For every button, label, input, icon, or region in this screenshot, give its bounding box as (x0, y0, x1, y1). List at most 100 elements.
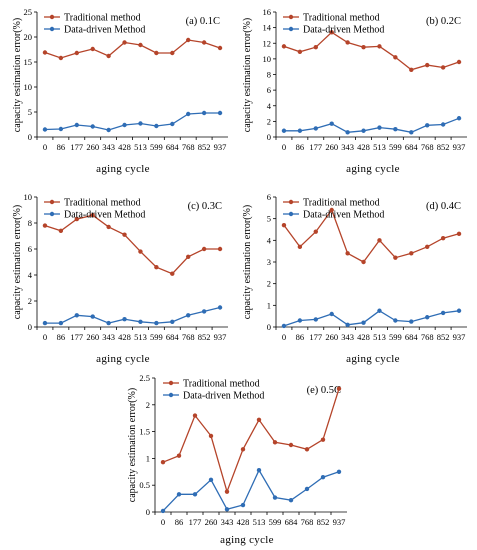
data-point-data-driven (377, 308, 382, 313)
chart-panel-3: 0 2 4 6 8 10 0 86 177 260 343 428 513 599 684 768 852 937… (12, 192, 228, 365)
y-tick-label: 4 (267, 101, 272, 111)
data-point-traditional (224, 489, 230, 494)
x-tick-label: 428 (118, 332, 131, 342)
data-point-traditional (329, 30, 334, 35)
chart-panel-1: 0 5 10 15 20 25 0 86 177 260 343 428 513 599 684 768 852… (12, 7, 228, 175)
x-tick-label: 513 (134, 332, 147, 342)
x-tick-label: 684 (166, 332, 180, 342)
data-point-data-driven (256, 467, 262, 473)
x-tick-label: 177 (309, 142, 322, 152)
data-point-data-driven (186, 111, 191, 117)
data-point-traditional (201, 246, 207, 252)
x-tick-label: 0 (43, 332, 47, 342)
data-point-data-driven (281, 128, 287, 133)
x-tick-label: 768 (182, 142, 195, 152)
data-point-traditional (90, 213, 95, 218)
data-point-traditional (106, 224, 111, 230)
y-tick-label: 1.5 (139, 427, 150, 437)
data-point-data-driven (58, 126, 64, 132)
data-point-traditional (281, 222, 287, 228)
data-point-traditional (256, 417, 262, 423)
data-point-traditional (409, 251, 414, 256)
y-tick-label: 0 (146, 507, 150, 517)
x-tick-label: 513 (373, 142, 386, 152)
data-point-traditional (377, 44, 382, 49)
x-tick-label: 428 (237, 517, 250, 527)
x-tick-label: 177 (309, 332, 322, 342)
data-point-traditional (440, 65, 446, 70)
x-tick-label: 260 (325, 332, 338, 342)
chart-panel-4: 0 1 2 3 4 5 6 0 86 177 260 343 428 513 599 684 768 852 937… (242, 192, 467, 365)
legend-label-data-driven: Data-driven Method (303, 210, 384, 221)
data-point-data-driven (74, 122, 79, 128)
data-point-traditional (217, 246, 223, 252)
y-tick-label: 0 (267, 132, 271, 142)
y-tick-label: 1 (146, 453, 150, 463)
y-tick-label: 14 (263, 23, 272, 33)
legend-marker-data-driven (288, 211, 294, 217)
data-point-traditional (329, 207, 334, 213)
x-tick-label: 768 (421, 142, 434, 152)
y-tick-label: 5 (267, 214, 271, 224)
x-tick-label: 343 (341, 332, 354, 342)
panel-label: (e) 0.5C (307, 385, 341, 396)
legend-marker-traditional (288, 199, 294, 205)
y-tick-label: 10 (24, 82, 33, 92)
x-tick-label: 260 (86, 142, 99, 152)
data-point-data-driven (272, 495, 278, 500)
x-tick-label: 768 (421, 332, 434, 342)
data-point-data-driven (192, 492, 198, 497)
data-point-data-driven (313, 317, 318, 322)
x-tick-label: 937 (214, 332, 227, 342)
data-point-data-driven (425, 315, 430, 320)
data-point-traditional (313, 229, 318, 234)
y-tick-label: 4 (28, 270, 33, 280)
x-tick-label: 260 (205, 517, 218, 527)
x-axis-label: aging cycle (220, 534, 274, 546)
data-point-data-driven (393, 318, 398, 323)
data-point-traditional (192, 413, 198, 418)
x-tick-label: 0 (43, 142, 47, 152)
data-point-data-driven (377, 125, 382, 130)
data-point-data-driven (106, 127, 111, 133)
legend-label-data-driven: Data-driven Method (64, 210, 145, 221)
panel-label: (a) 0.1C (186, 16, 220, 27)
x-tick-label: 599 (269, 517, 282, 527)
y-tick-label: 20 (24, 32, 33, 42)
panel-label: (c) 0.3C (188, 201, 222, 212)
data-point-data-driven (122, 317, 127, 322)
x-tick-label: 513 (373, 332, 386, 342)
legend-label-traditional: Traditional method (64, 13, 141, 24)
x-tick-label: 768 (182, 332, 195, 342)
y-tick-label: 4 (267, 235, 272, 245)
data-point-traditional (217, 45, 223, 51)
data-point-data-driven (297, 128, 303, 133)
series-line-traditional (44, 39, 221, 59)
data-point-traditional (138, 249, 143, 254)
y-axis-label: capacity estimation error(%) (12, 205, 23, 319)
legend-marker-traditional (288, 14, 294, 20)
data-point-data-driven (361, 320, 366, 325)
data-point-traditional (304, 447, 310, 452)
x-tick-label: 599 (150, 332, 163, 342)
data-point-data-driven (138, 121, 143, 126)
data-point-data-driven (329, 311, 334, 317)
data-point-traditional (74, 50, 79, 56)
data-point-data-driven (345, 322, 350, 328)
data-point-data-driven (42, 320, 48, 326)
x-tick-label: 260 (86, 332, 99, 342)
data-point-data-driven (456, 308, 462, 313)
data-point-traditional (377, 238, 382, 243)
x-tick-label: 937 (333, 517, 346, 527)
x-tick-label: 260 (325, 142, 338, 152)
data-point-traditional (281, 44, 287, 49)
legend-marker-data-driven (49, 211, 55, 217)
x-tick-label: 86 (175, 517, 184, 527)
data-point-data-driven (186, 313, 191, 318)
series-line-data-driven (284, 117, 460, 133)
data-point-data-driven (409, 319, 414, 324)
x-tick-label: 86 (296, 142, 305, 152)
panel-label: (b) 0.2C (426, 16, 461, 27)
data-point-data-driven (329, 121, 334, 126)
